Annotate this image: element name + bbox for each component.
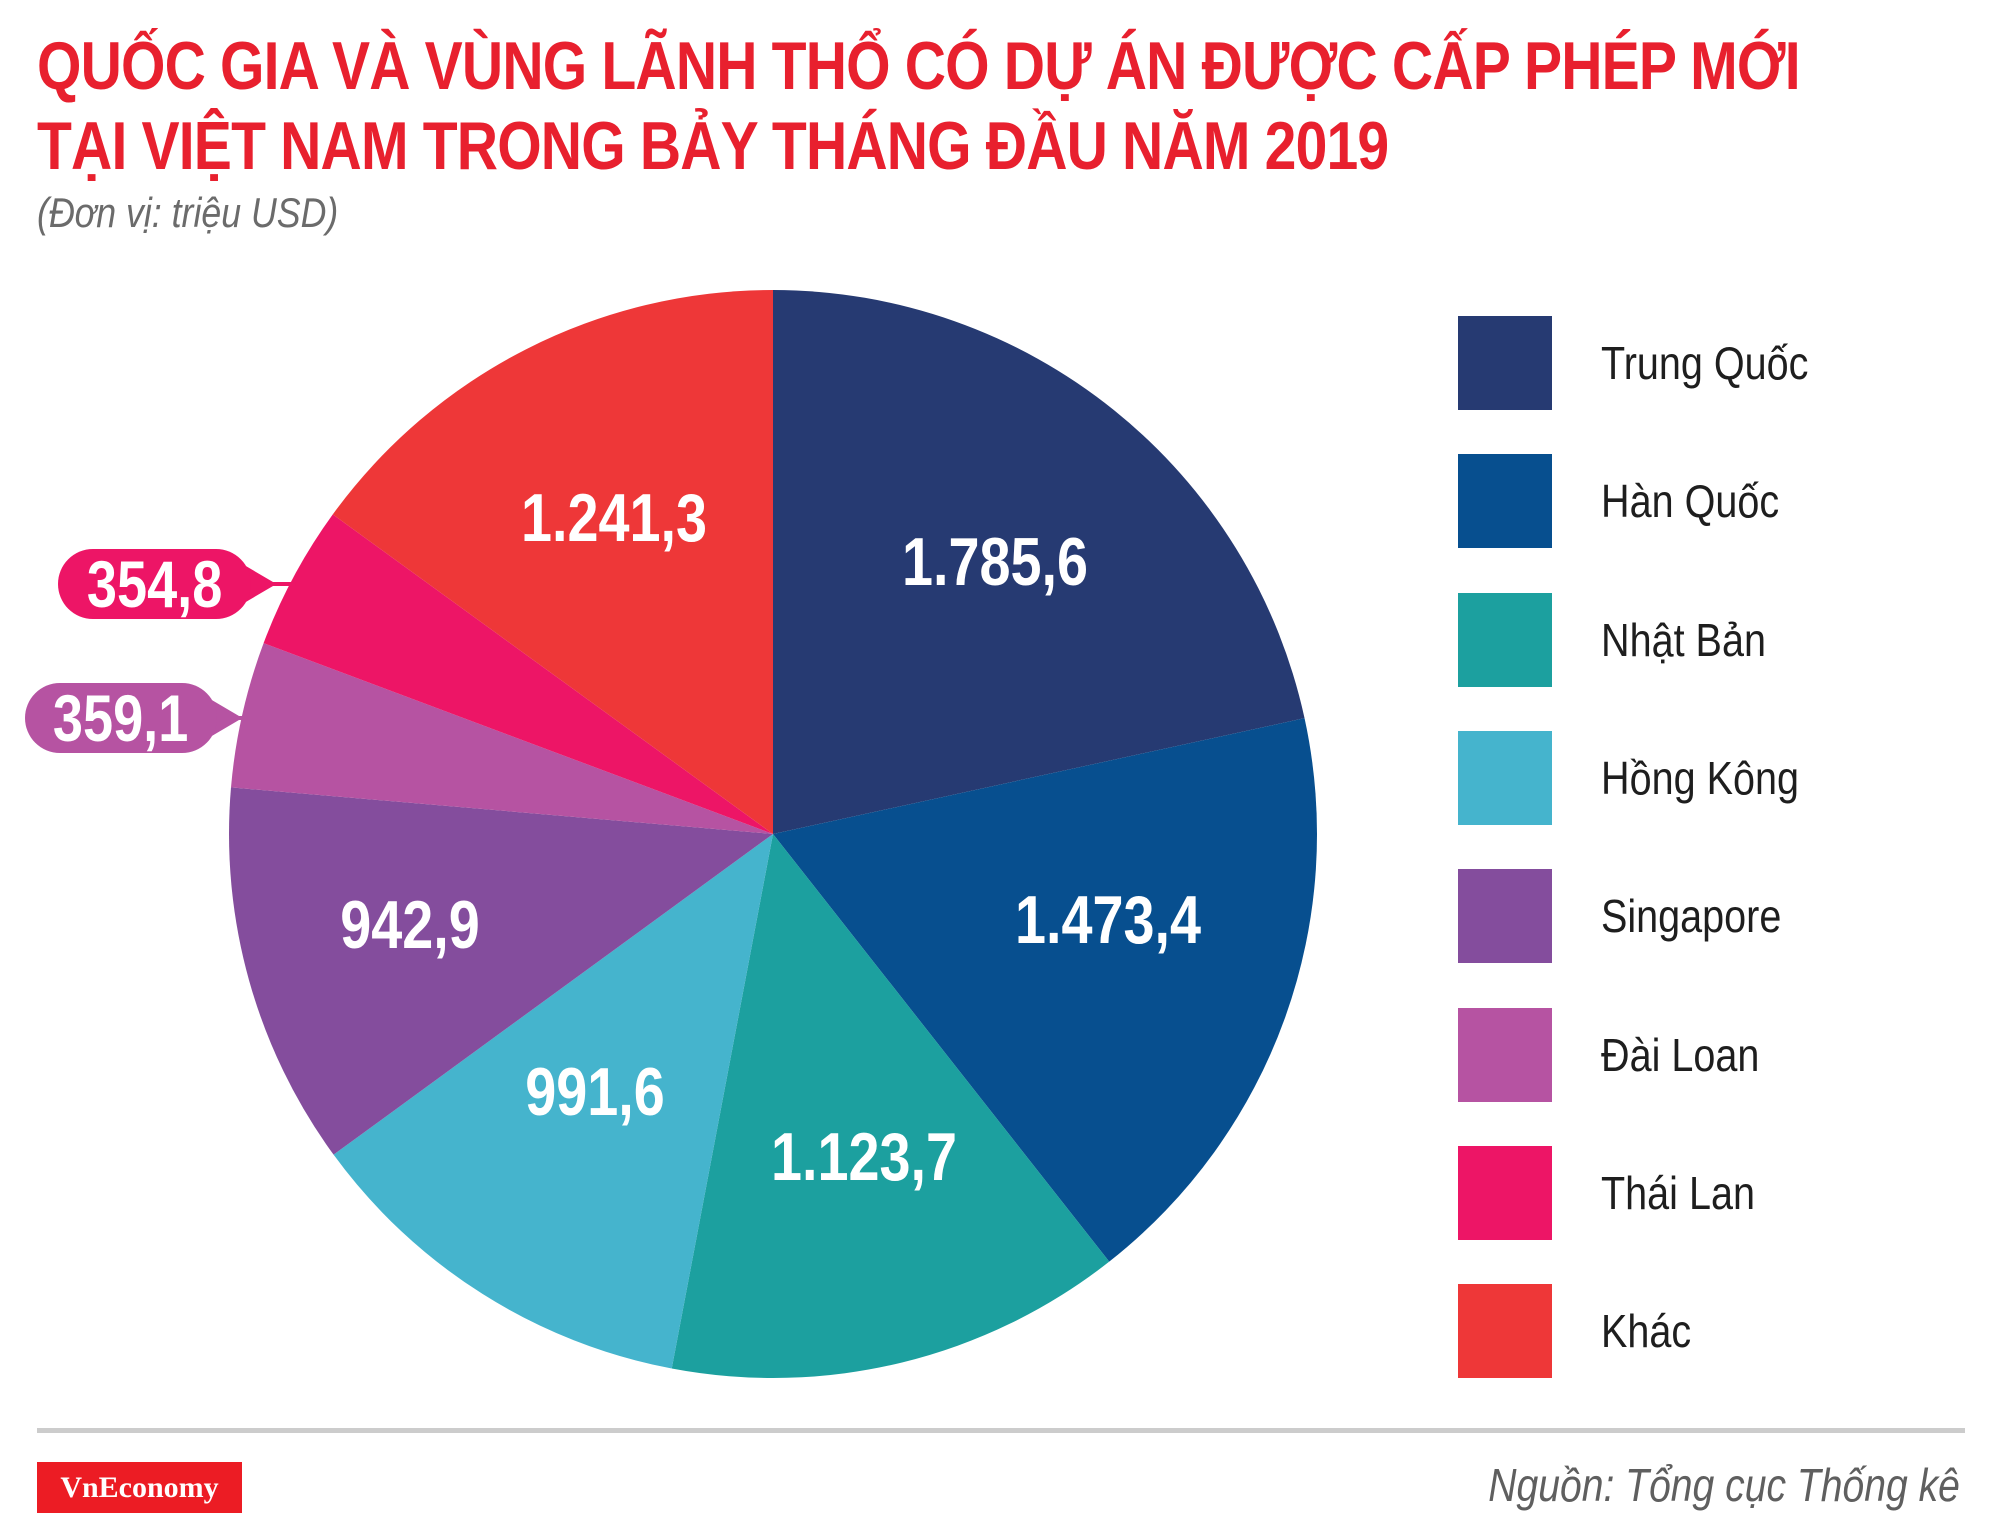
legend-item: Nhật Bản <box>1458 592 1978 687</box>
callout-pointer <box>205 696 248 740</box>
legend-swatch <box>1458 454 1552 549</box>
legend-item: Hàn Quốc <box>1458 454 1978 549</box>
pie-slices <box>229 290 1318 1378</box>
legend-item: Khác <box>1458 1284 1978 1379</box>
slice-value-label: 1.241,3 <box>520 480 708 556</box>
pie-slice-đài-loan <box>231 643 773 834</box>
legend-swatch <box>1458 730 1552 825</box>
slice-value-label: 1.785,6 <box>901 524 1089 600</box>
legend-swatch <box>1458 316 1552 410</box>
legend-label: Đài Loan <box>1601 1028 1760 1081</box>
legend-item: Hồng Kông <box>1458 730 1978 825</box>
pie-slice-hàn-quốc <box>773 718 1318 1262</box>
legend-label: Singapore <box>1601 890 1782 943</box>
slice-value-label: 991,6 <box>525 1054 665 1130</box>
vneconomy-logo: VnEconomy <box>37 1462 242 1513</box>
legend-item: Đài Loan <box>1458 1007 1978 1102</box>
slice-value-label: 942,9 <box>340 887 480 963</box>
pie-slice-hồng-kông <box>333 834 773 1369</box>
legend-item: Singapore <box>1458 869 1978 964</box>
pie-slice-trung-quốc <box>773 290 1305 834</box>
callout-pointers <box>205 562 296 740</box>
callout-label: 359,1 <box>25 683 217 753</box>
legend-label: Trung Quốc <box>1601 337 1809 389</box>
legend-label: Khác <box>1601 1305 1692 1358</box>
footer-divider <box>37 1428 1965 1433</box>
legend-swatch <box>1458 1284 1552 1379</box>
chart-title-line-2: TẠI VIỆT NAM TRONG BẢY THÁNG ĐẦU NĂM 201… <box>37 108 1389 184</box>
legend-item: Thái Lan <box>1458 1145 1978 1240</box>
legend-item: Trung Quốc <box>1458 316 1978 410</box>
legend-label: Nhật Bản <box>1601 613 1766 666</box>
unit-subtitle: (Đơn vị: triệu USD) <box>37 189 339 236</box>
callout-pointer <box>239 562 296 606</box>
source-note: Nguồn: Tổng cục Thống kê <box>1488 1459 1960 1511</box>
callout-label: 354,8 <box>58 549 251 619</box>
legend-swatch <box>1458 1007 1552 1102</box>
pie-slice-khác <box>332 290 773 834</box>
legend-swatch <box>1458 592 1552 687</box>
legend-label: Hồng Kông <box>1601 751 1799 804</box>
legend-swatch <box>1458 869 1552 964</box>
pie-slice-nhật-bản <box>671 834 1110 1378</box>
slice-value-label: 1.473,4 <box>1014 882 1202 958</box>
legend-label: Thái Lan <box>1601 1166 1755 1219</box>
slice-value-label: 1.123,7 <box>770 1119 958 1195</box>
legend-swatch <box>1458 1145 1552 1240</box>
pie-slice-thái-lan <box>263 514 773 834</box>
callout-value: 354,8 <box>86 547 223 621</box>
chart-title-line-1: QUỐC GIA VÀ VÙNG LÃNH THỔ CÓ DỰ ÁN ĐƯỢC … <box>37 28 1801 104</box>
pie-slice-singapore <box>229 787 773 1155</box>
callout-value: 359,1 <box>53 681 189 755</box>
legend-label: Hàn Quốc <box>1601 475 1780 528</box>
